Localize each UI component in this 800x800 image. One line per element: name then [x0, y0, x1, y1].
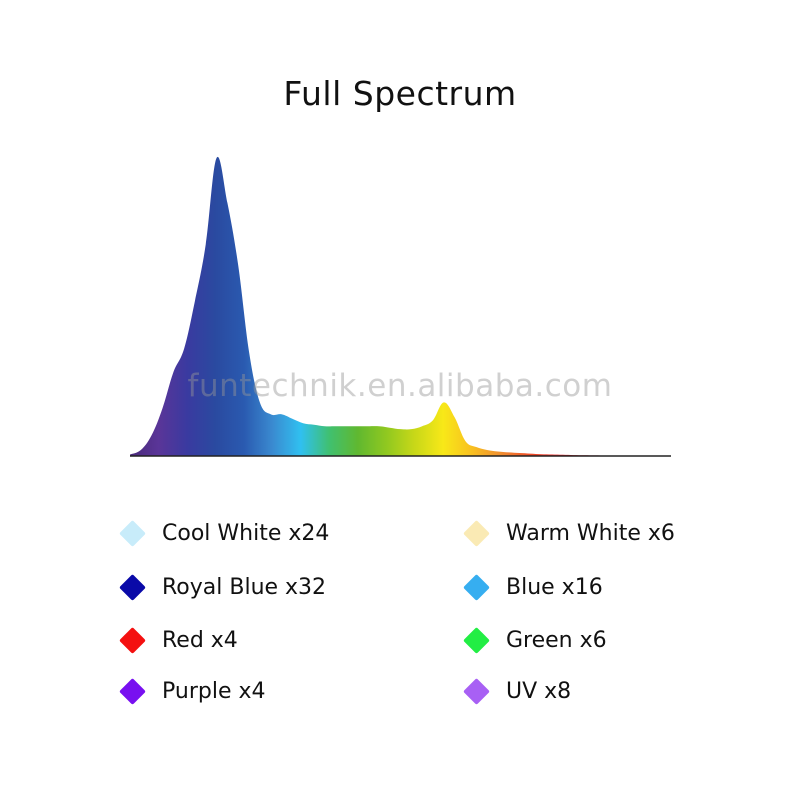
- chart-title: Full Spectrum: [283, 74, 517, 113]
- watermark-text: funtechnik.en.alibaba.com: [187, 368, 613, 404]
- spectrum-area: [130, 156, 671, 456]
